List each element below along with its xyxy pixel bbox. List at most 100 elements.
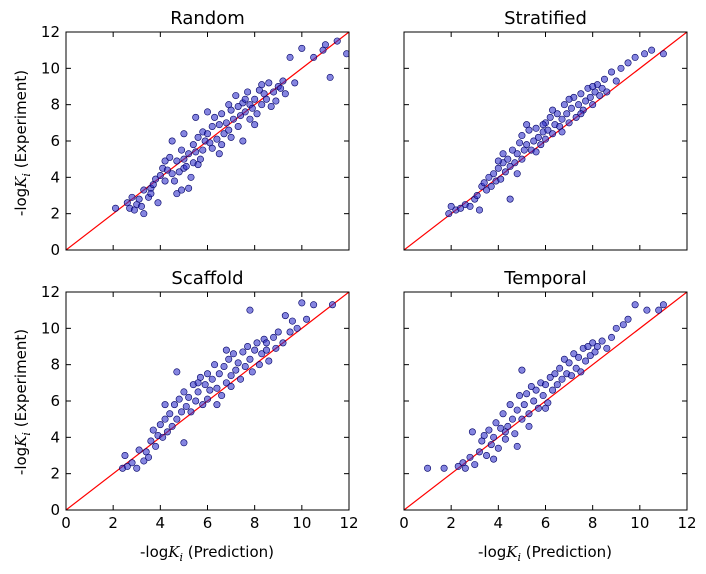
data-point — [208, 122, 216, 130]
data-point — [494, 444, 502, 452]
data-point — [192, 113, 200, 121]
data-point — [537, 141, 545, 149]
data-point — [492, 419, 500, 427]
data-point — [112, 204, 120, 212]
data-point — [558, 115, 566, 123]
data-point — [248, 104, 256, 112]
data-point — [504, 155, 512, 163]
data-point — [128, 459, 136, 467]
data-point — [328, 301, 336, 309]
x-axis-label-left: -logKi (Prediction) — [140, 543, 274, 564]
panel-title: Temporal — [503, 268, 586, 289]
data-point — [180, 388, 188, 396]
panel-title: Stratified — [504, 8, 587, 29]
data-point — [560, 101, 568, 109]
data-point — [229, 115, 237, 123]
data-point — [185, 150, 193, 158]
data-point — [511, 430, 519, 438]
data-point — [272, 344, 280, 352]
data-point — [494, 164, 502, 172]
data-point — [194, 388, 202, 396]
x-tick-label: 6 — [203, 514, 213, 532]
data-point — [161, 157, 169, 165]
data-point — [220, 130, 228, 138]
data-point — [163, 428, 171, 436]
data-point — [310, 53, 318, 61]
data-point — [246, 115, 254, 123]
data-point — [321, 41, 329, 49]
data-point — [239, 137, 247, 145]
data-point — [213, 384, 221, 392]
data-point — [213, 401, 221, 409]
data-point — [303, 315, 311, 323]
data-point — [175, 168, 183, 176]
data-point — [480, 432, 488, 440]
data-point — [541, 135, 549, 143]
data-point — [532, 148, 540, 156]
data-point — [577, 368, 585, 376]
data-point — [137, 202, 145, 210]
data-point — [513, 406, 521, 414]
data-point — [461, 464, 469, 472]
data-point — [180, 155, 188, 163]
data-point — [244, 88, 252, 96]
data-point — [255, 361, 263, 369]
data-point — [258, 101, 266, 109]
data-point — [279, 77, 287, 85]
x-axis-label-var: K — [167, 543, 180, 561]
data-point — [553, 381, 561, 389]
data-point — [208, 144, 216, 152]
plot-area — [404, 32, 687, 250]
data-point — [159, 433, 167, 441]
data-point — [218, 392, 226, 400]
data-point — [525, 422, 533, 430]
y-axis-label-var: K — [12, 176, 30, 189]
y-axis-label-tail: (Experiment) — [12, 329, 30, 432]
data-point — [534, 133, 542, 141]
panel-random: Random 0 2 4 6 8 10 12 — [41, 8, 350, 259]
data-point — [274, 328, 282, 336]
x-tick-label: 10 — [292, 514, 311, 532]
data-point — [589, 101, 597, 109]
data-point — [225, 126, 233, 134]
data-point — [511, 159, 519, 167]
data-point — [170, 401, 178, 409]
x-tick-label: 12 — [677, 514, 696, 532]
data-point — [241, 108, 249, 116]
data-point — [262, 339, 270, 347]
data-point — [156, 172, 164, 180]
x-tick-label: 2 — [446, 514, 456, 532]
data-point — [262, 95, 270, 103]
data-point — [539, 121, 547, 129]
y-tick-label: 6 — [50, 132, 60, 150]
panel-temporal: Temporal 0 2 4 6 8 10 12 — [399, 268, 696, 532]
data-point — [655, 306, 663, 314]
data-point — [553, 110, 561, 118]
data-point — [185, 184, 193, 192]
data-point — [499, 150, 507, 158]
x-axis-label-prefix: -log — [140, 543, 168, 561]
data-point — [563, 110, 571, 118]
y-tick-label: 0 — [50, 241, 60, 259]
data-point — [586, 352, 594, 360]
data-point — [173, 368, 181, 376]
data-point — [147, 190, 155, 198]
data-point — [532, 124, 540, 132]
x-axis-label-var: K — [505, 543, 518, 561]
data-point — [518, 132, 526, 140]
data-point — [220, 362, 228, 370]
data-point — [121, 451, 129, 459]
y-axis-label-bottom: -logKi (Experiment) — [12, 329, 33, 475]
data-point — [232, 92, 240, 100]
x-tick-label: 2 — [108, 514, 118, 532]
data-point — [567, 372, 575, 380]
data-point — [589, 339, 597, 347]
data-point — [648, 46, 656, 54]
data-point — [565, 95, 573, 103]
data-point — [161, 401, 169, 409]
data-point — [168, 170, 176, 178]
data-point — [178, 146, 186, 154]
data-point — [508, 146, 516, 154]
data-point — [532, 386, 540, 394]
data-point — [501, 428, 509, 436]
